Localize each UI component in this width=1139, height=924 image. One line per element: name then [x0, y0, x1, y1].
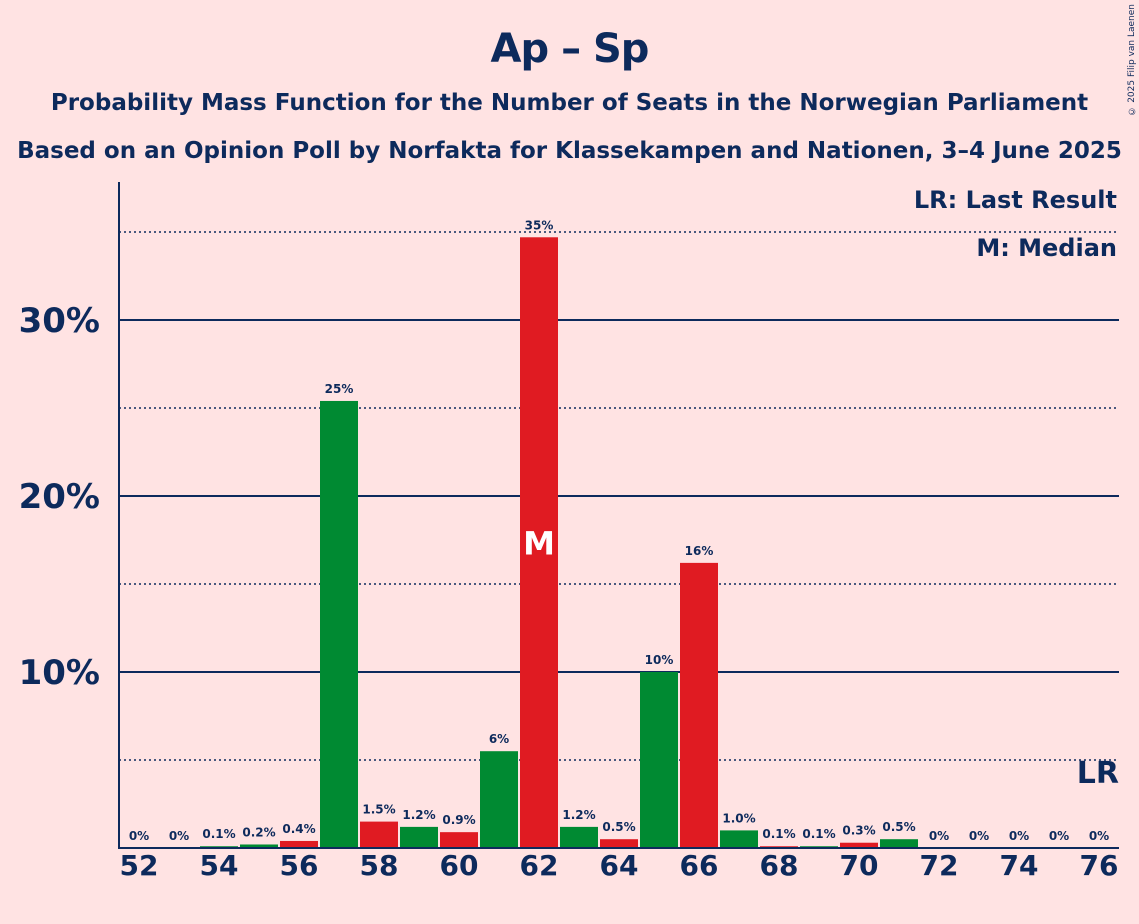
x-tick-label: 64	[600, 849, 639, 882]
data-label-seat-61: 6%	[489, 732, 509, 746]
bar-seat-58	[360, 821, 398, 848]
bar-seat-59	[400, 826, 438, 848]
data-labels: 0% 0% 0.1% 0.2% 0.4% 25% 1.5% 1.2% 0.9% 6% 35% 1.2%…	[129, 218, 1119, 843]
median-marker: M	[523, 525, 555, 563]
x-tick-label: 60	[440, 849, 479, 882]
data-label-seat-68: 0.1%	[762, 827, 795, 841]
x-tick-label: 62	[520, 849, 559, 882]
legend-median: M: Median	[976, 234, 1117, 262]
data-label-seat-76: 0%	[1089, 829, 1109, 843]
bar-seat-57	[320, 400, 358, 848]
data-label-seat-70: 0.3%	[842, 824, 875, 838]
data-label-seat-71: 0.5%	[882, 820, 915, 834]
data-label-seat-75: 0%	[1049, 829, 1069, 843]
bar-seat-61	[480, 751, 518, 848]
x-tick-label: 72	[920, 849, 959, 882]
x-tick-label: 68	[760, 849, 799, 882]
data-label-seat-63: 1.2%	[562, 808, 595, 822]
bar-seat-70	[840, 842, 878, 848]
y-tick-label: 30%	[19, 301, 100, 341]
data-label-seat-53: 0%	[169, 829, 189, 843]
bar-seat-63	[560, 826, 598, 848]
legend-last-result: LR: Last Result	[913, 186, 1117, 214]
data-label-seat-73: 0%	[969, 829, 989, 843]
bar-seat-55	[240, 844, 278, 848]
data-label-seat-69: 0.1%	[802, 827, 835, 841]
data-label-seat-66: 16%	[685, 544, 714, 558]
y-tick-label: 10%	[19, 653, 100, 693]
data-label-seat-64: 0.5%	[602, 820, 635, 834]
data-label-seat-57: 25%	[325, 382, 354, 396]
y-tick-label: 20%	[19, 477, 100, 517]
last-result-marker: LR	[1077, 756, 1119, 791]
data-label-seat-72: 0%	[929, 829, 949, 843]
x-tick-label: 74	[1000, 849, 1039, 882]
bar-seat-71	[880, 839, 918, 848]
x-tick-label: 52	[120, 849, 159, 882]
data-label-seat-59: 1.2%	[402, 808, 435, 822]
data-label-seat-56: 0.4%	[282, 822, 315, 836]
x-tick-label: 58	[360, 849, 399, 882]
x-tick-label: 66	[680, 849, 719, 882]
bar-seat-66	[680, 562, 718, 848]
data-label-seat-60: 0.9%	[442, 813, 475, 827]
chart-source-line: Based on an Opinion Poll by Norfakta for…	[17, 138, 1122, 164]
x-tick-label: 56	[280, 849, 319, 882]
bar-seat-56	[280, 840, 318, 848]
x-tick-label: 54	[200, 849, 239, 882]
chart-title: Ap – Sp	[490, 26, 650, 72]
data-label-seat-67: 1.0%	[722, 811, 755, 825]
data-label-seat-55: 0.2%	[242, 825, 275, 839]
bar-seat-62	[520, 237, 558, 848]
bar-seat-64	[600, 839, 638, 848]
x-tick-label: 70	[840, 849, 879, 882]
gridlines	[119, 231, 1119, 761]
x-tick-label: 76	[1080, 849, 1119, 882]
bar-seat-60	[440, 832, 478, 848]
data-label-seat-65: 10%	[645, 653, 674, 667]
data-label-seat-62: 35%	[525, 218, 554, 232]
data-label-seat-52: 0%	[129, 829, 149, 843]
axes: 10% 20% 30% 52 54 56 58 60 62 64 66 68 70 72 74 76	[19, 182, 1119, 882]
bar-seat-65	[640, 672, 678, 848]
data-label-seat-54: 0.1%	[202, 827, 235, 841]
bar-seat-67	[720, 830, 758, 848]
bars	[200, 237, 918, 848]
chart-subtitle: Probability Mass Function for the Number…	[50, 90, 1089, 116]
data-label-seat-58: 1.5%	[362, 803, 395, 817]
data-label-seat-74: 0%	[1009, 829, 1029, 843]
